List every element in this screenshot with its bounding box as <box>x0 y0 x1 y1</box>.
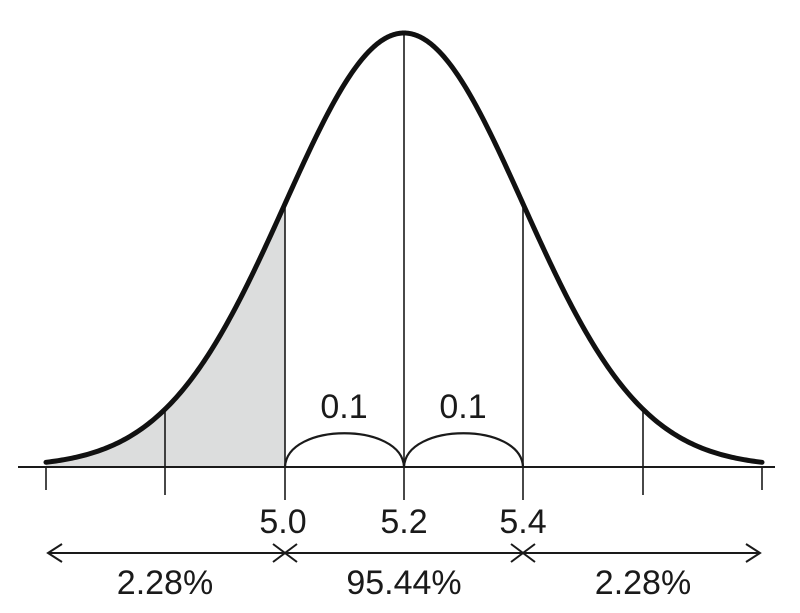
divider-arrows-at-5-0-icon <box>272 543 298 563</box>
interval-label-right: 0.1 <box>439 388 486 426</box>
interval-arc-right <box>402 432 525 468</box>
tick-label-5-2: 5.2 <box>380 503 427 541</box>
interval-arc-left <box>283 432 406 468</box>
shaded-left-tail <box>46 203 285 467</box>
divider-arrows-at-5-4-icon <box>510 543 536 563</box>
tick-label-5-0: 5.0 <box>259 503 306 541</box>
left-arrowhead-icon <box>46 543 63 563</box>
right-arrowhead-icon <box>745 543 762 563</box>
bell-curve <box>43 30 765 465</box>
tick-label-5-4: 5.4 <box>499 503 546 541</box>
region-label-right: 2.28% <box>595 564 691 602</box>
interval-label-left: 0.1 <box>320 388 367 426</box>
region-label-left: 2.28% <box>117 564 213 602</box>
region-label-middle: 95.44% <box>346 564 461 602</box>
